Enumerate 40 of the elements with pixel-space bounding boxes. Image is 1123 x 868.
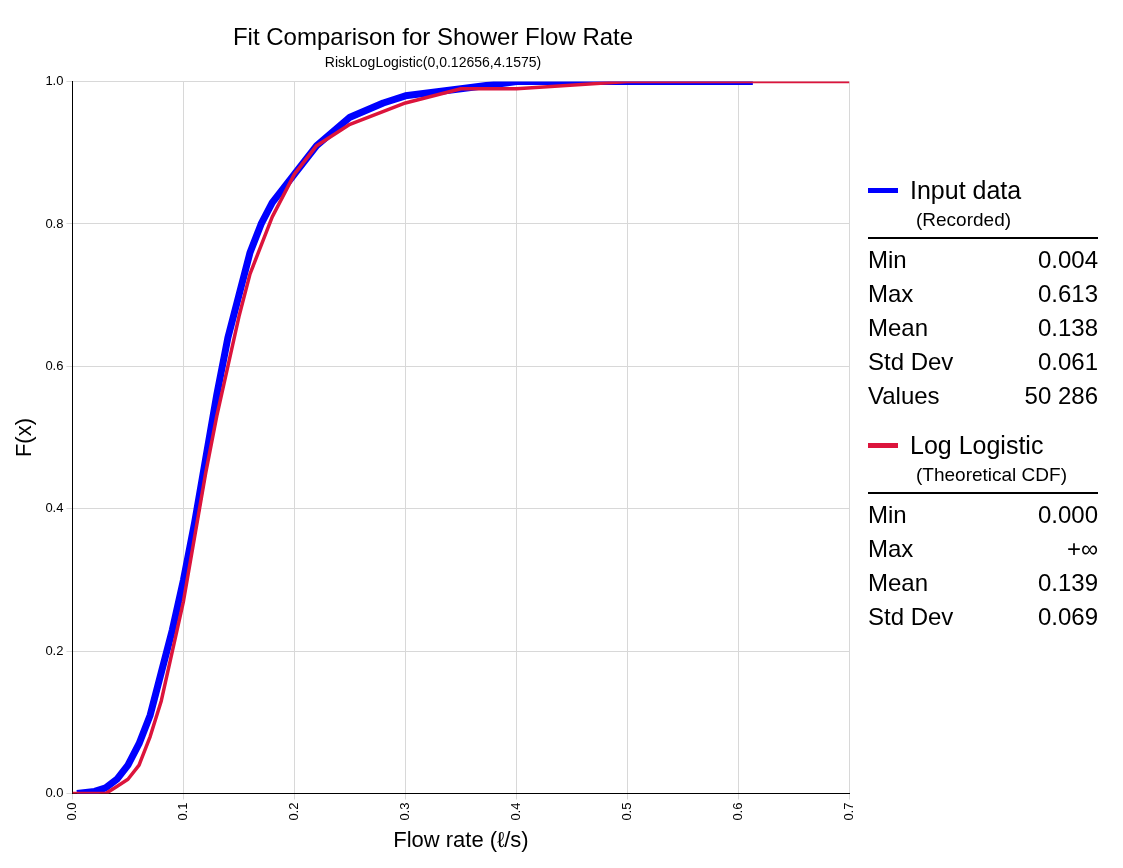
text: Mean — [868, 313, 929, 343]
text: Max — [868, 534, 914, 564]
text: (Theoretical CDF) — [915, 464, 1068, 486]
y-tick-label: 0.2 — [45, 642, 64, 658]
text: 0.138 — [1037, 313, 1098, 343]
y-tick-label: 0.0 — [45, 785, 64, 801]
text: Min — [868, 500, 907, 530]
x-tick-label: 0.4 — [508, 802, 524, 821]
text: Min — [868, 245, 907, 275]
legend-label: Input data — [909, 176, 1023, 205]
text: +∞ — [1066, 534, 1098, 564]
y-tick-label: 1.0 — [45, 73, 64, 89]
x-tick-label: 0.5 — [619, 802, 634, 821]
chart-title: Fit Comparison for Shower Flow Rate — [232, 23, 634, 51]
text: 0.004 — [1037, 245, 1098, 275]
x-tick-label: 0.3 — [397, 802, 413, 821]
x-tick-label: 0.0 — [64, 802, 80, 821]
text: 50 286 — [1024, 381, 1098, 411]
x-tick-label: 0.2 — [286, 802, 302, 821]
text: Max — [868, 279, 914, 309]
text: Values — [868, 381, 940, 411]
chart-subtitle: RiskLogLogistic(0,0.12656,4.1575) — [324, 54, 542, 71]
x-axis-title: Flow rate (ℓ/s) — [393, 826, 529, 852]
y-axis-title: F(x) — [11, 418, 37, 458]
x-tick-label: 0.6 — [729, 802, 745, 821]
text: 0.000 — [1037, 500, 1098, 530]
text: Std Dev — [868, 347, 954, 377]
y-tick-label: 0.4 — [45, 500, 64, 516]
text: 0.613 — [1037, 279, 1098, 309]
text: 0.069 — [1037, 602, 1098, 632]
text: Mean — [868, 568, 929, 598]
text: (Recorded) — [915, 209, 1013, 231]
legend-label: Log Logistic — [909, 431, 1045, 460]
x-tick-label: 0.1 — [175, 802, 191, 821]
text: 0.061 — [1037, 347, 1098, 377]
y-tick-label: 0.6 — [45, 357, 64, 373]
text: 0.139 — [1037, 568, 1098, 598]
x-tick-label: 0.7 — [840, 802, 856, 821]
y-tick-label: 0.8 — [45, 215, 64, 231]
text: Std Dev — [868, 602, 954, 632]
